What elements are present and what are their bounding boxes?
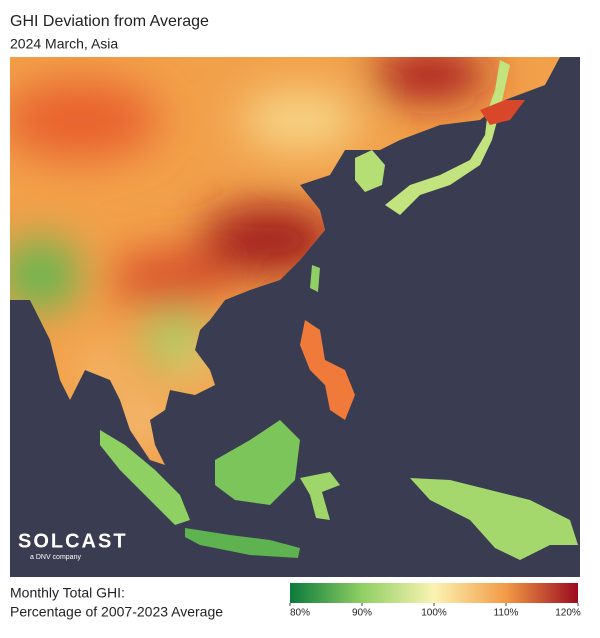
japan	[385, 60, 510, 215]
tick-label: 110%	[494, 608, 519, 619]
sulawesi	[300, 472, 340, 520]
java	[185, 528, 300, 558]
map-subtitle: 2024 March, Asia	[10, 36, 118, 52]
map-title: GHI Deviation from Average	[10, 13, 209, 30]
colorbar	[290, 583, 578, 603]
sumatra	[100, 430, 190, 525]
new-guinea	[410, 478, 578, 560]
tick-label: 100%	[421, 608, 447, 619]
logo-tagline: a DNV company	[30, 554, 81, 561]
korea	[355, 150, 385, 192]
borneo	[215, 420, 300, 505]
legend-line: Monthly Total GHI:	[10, 585, 125, 601]
legend-line: Percentage of 2007-2023 Average	[10, 604, 223, 620]
tick-label: 80%	[290, 608, 310, 619]
taiwan	[310, 265, 320, 292]
tick-label: 90%	[352, 608, 372, 619]
logo-name: SOLCAST	[18, 530, 128, 552]
colorbar-ticks: 80% 90% 100% 110% 120%	[289, 603, 581, 619]
tick-label: 120%	[555, 608, 581, 619]
philippines	[300, 320, 355, 420]
map: SOLCAST a DNV company	[10, 57, 580, 577]
hokkaido	[480, 100, 525, 125]
